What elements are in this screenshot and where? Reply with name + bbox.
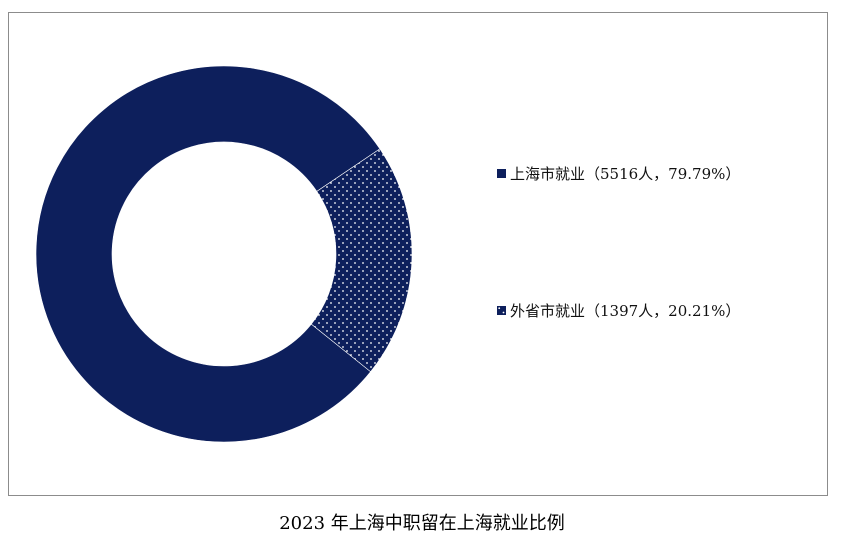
legend-item-shanghai: 上海市就业（5516人，79.79%） xyxy=(497,163,740,184)
chart-legend: 上海市就业（5516人，79.79%） 外省市就业（1397人，20.21%） xyxy=(497,13,827,493)
legend-swatch-dotted xyxy=(497,306,506,315)
donut-chart xyxy=(35,65,413,443)
legend-swatch-solid xyxy=(497,169,506,178)
slice-shanghai xyxy=(35,65,381,443)
legend-item-other-provinces: 外省市就业（1397人，20.21%） xyxy=(497,300,740,321)
chart-title: 2023 年上海中职留在上海就业比例 xyxy=(279,513,565,534)
chart-frame: 上海市就业（5516人，79.79%） 外省市就业（1397人，20.21%） xyxy=(8,12,828,496)
legend-label-other-provinces: 外省市就业（1397人，20.21%） xyxy=(510,302,741,320)
legend-label-shanghai: 上海市就业（5516人，79.79%） xyxy=(510,165,741,183)
slice-other-provinces xyxy=(310,148,413,373)
